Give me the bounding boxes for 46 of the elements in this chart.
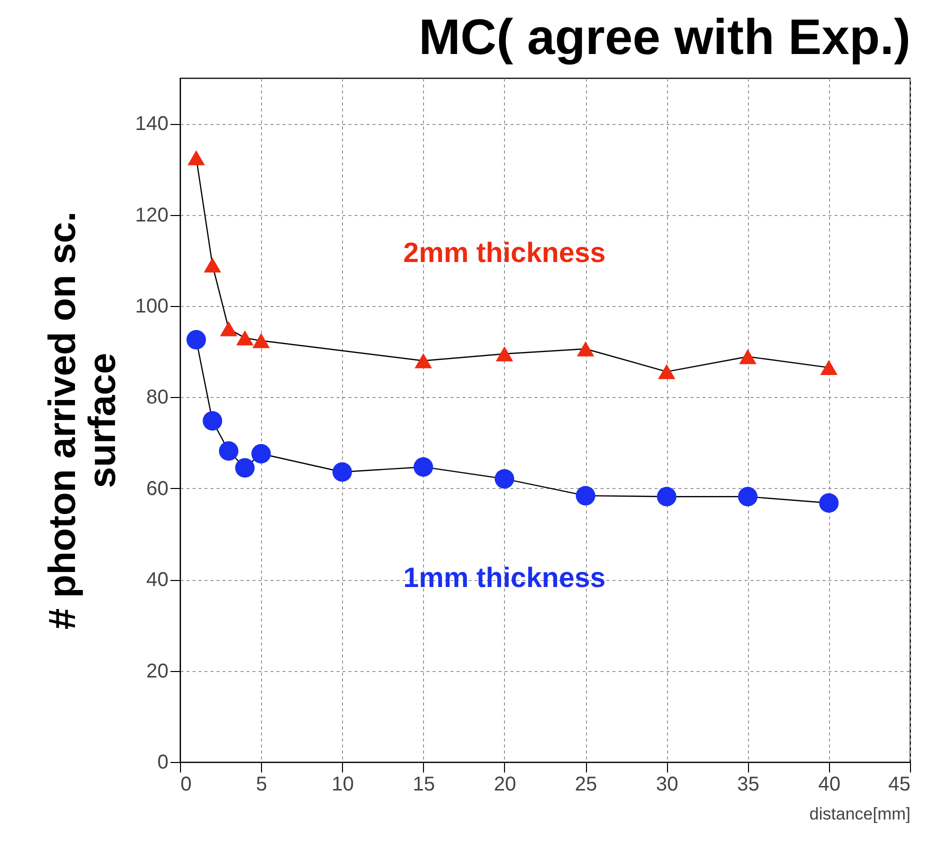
point	[186, 330, 206, 350]
y-tick-label: 140	[135, 113, 168, 136]
point	[739, 349, 756, 364]
x-tick-label: 25	[574, 774, 598, 796]
point	[218, 441, 238, 461]
point	[202, 411, 222, 431]
point	[658, 364, 676, 380]
x-tick-label: 15	[412, 774, 435, 796]
point	[738, 486, 758, 506]
point	[496, 346, 514, 362]
x-tick-label: 45	[888, 774, 910, 796]
x-tick-label: 20	[494, 774, 516, 796]
x-tick-label: 30	[656, 774, 678, 796]
y-tick-label: 0	[157, 752, 168, 774]
point	[414, 457, 434, 477]
point	[494, 469, 514, 489]
x-tick-label: 35	[737, 774, 760, 796]
point	[252, 333, 270, 348]
point	[188, 150, 205, 166]
point	[204, 257, 222, 272]
x-tick-label: 40	[818, 774, 841, 796]
y-tick-label: 40	[146, 569, 168, 592]
x-tick-label: 10	[332, 774, 354, 796]
x-tick-label: 5	[256, 774, 268, 796]
y-tick-label: 20	[146, 660, 168, 682]
chart-title: MC( agree with Exp.)	[418, 9, 910, 65]
x-tick-label: 0	[180, 774, 192, 796]
x-axis-title: distance[mm]	[809, 804, 910, 824]
y-tick-label: 60	[146, 478, 168, 500]
point	[236, 330, 254, 346]
y-tick-label: 120	[135, 204, 168, 226]
point	[820, 360, 838, 376]
y-tick-label: 80	[146, 386, 168, 409]
text: 2mm thickness	[403, 236, 606, 268]
point	[235, 458, 255, 478]
text: 1mm thickness	[403, 562, 606, 593]
point	[220, 321, 238, 336]
y-tick-label: 100	[135, 296, 168, 318]
point	[656, 486, 676, 506]
point	[414, 353, 432, 368]
point	[332, 462, 352, 482]
point	[819, 493, 839, 513]
point	[251, 444, 271, 464]
point	[576, 341, 594, 356]
point	[576, 486, 596, 506]
y-axis-title: # photon arrived on sc. surface	[42, 211, 124, 630]
